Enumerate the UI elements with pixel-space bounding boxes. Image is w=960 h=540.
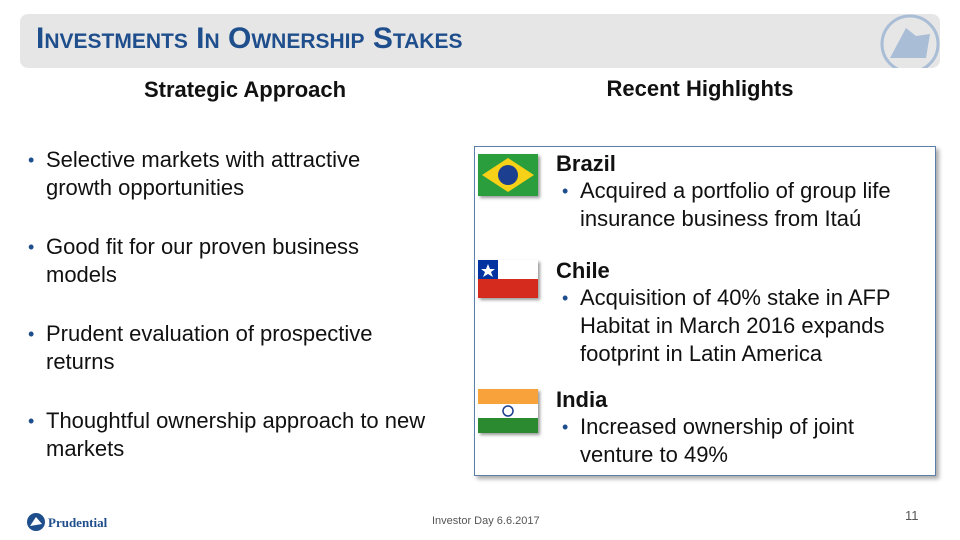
highlight: BrazilAcquired a portfolio of group life… <box>556 151 931 233</box>
bullet: Acquisition of 40% stake in AFP Habitat … <box>562 284 931 368</box>
footer-logo: Prudential <box>48 515 108 530</box>
flag-brazil <box>478 154 538 196</box>
highlight-bullets: Acquisition of 40% stake in AFP Habitat … <box>562 284 931 368</box>
title-bar <box>20 14 940 68</box>
left-heading: Strategic Approach <box>143 77 347 102</box>
page-number: 11 <box>905 508 919 523</box>
left-bullets: Selective markets with attractive growth… <box>28 146 428 494</box>
flag-chile <box>478 260 538 298</box>
highlight-bullets: Increased ownership of joint venture to … <box>562 413 931 469</box>
highlight-bullets: Acquired a portfolio of group life insur… <box>562 177 931 233</box>
bullet: Acquired a portfolio of group life insur… <box>562 177 931 233</box>
footer-logo-icon <box>27 513 45 531</box>
right-heading: Recent Highlights <box>606 76 794 101</box>
country: Brazil <box>556 151 616 176</box>
bullet: Selective markets with attractive growth… <box>28 146 428 202</box>
highlight: ChileAcquisition of 40% stake in AFP Hab… <box>556 258 931 368</box>
country: Chile <box>556 258 610 283</box>
highlights-box <box>474 146 936 476</box>
logo-icon <box>880 14 940 68</box>
title: Investments In Ownership Stakes <box>36 22 463 55</box>
flag-india <box>478 389 538 433</box>
country: India <box>556 387 608 412</box>
highlight: IndiaIncreased ownership of joint ventur… <box>556 387 931 469</box>
bullet: Increased ownership of joint venture to … <box>562 413 931 469</box>
bullet: Thoughtful ownership approach to new mar… <box>28 407 428 463</box>
footer-event: Investor Day 6.6.2017 <box>432 515 540 527</box>
bullet: Prudent evaluation of prospective return… <box>28 320 428 376</box>
bullet: Good fit for our proven business models <box>28 233 428 289</box>
